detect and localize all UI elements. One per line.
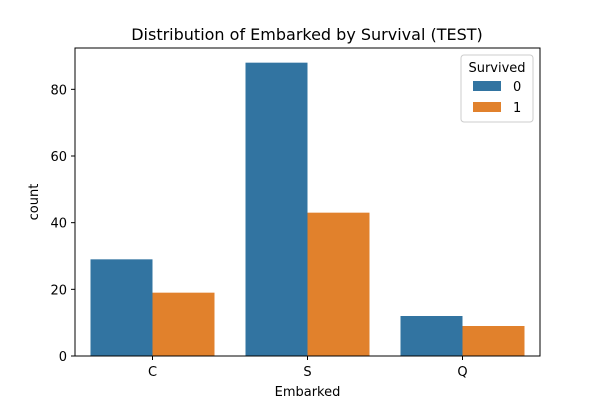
legend-swatch-1 bbox=[473, 102, 501, 112]
bar-S-survived-1 bbox=[307, 212, 370, 356]
x-axis-label: Embarked bbox=[275, 385, 341, 400]
bar-C-survived-1 bbox=[152, 292, 215, 356]
y-tick-label: 60 bbox=[50, 150, 67, 165]
bars-group bbox=[90, 62, 525, 357]
legend-label-0: 0 bbox=[513, 80, 521, 95]
bar-Q-survived-0 bbox=[400, 316, 463, 356]
legend: Survived 0 1 bbox=[460, 54, 534, 123]
y-ticks-group: 0 20 40 60 80 bbox=[50, 83, 75, 365]
y-tick-label: 20 bbox=[50, 283, 67, 298]
bar-C-survived-0 bbox=[90, 259, 153, 356]
bar-S-survived-0 bbox=[245, 62, 308, 357]
x-tick-label-Q: Q bbox=[457, 365, 467, 380]
chart-title: Distribution of Embarked by Survival (TE… bbox=[131, 25, 483, 44]
x-tick-label-S: S bbox=[303, 365, 311, 380]
bar-Q-survived-1 bbox=[462, 326, 525, 356]
y-tick-label: 80 bbox=[50, 83, 67, 98]
legend-swatch-0 bbox=[473, 81, 501, 91]
legend-title: Survived bbox=[468, 61, 525, 76]
x-tick-label-C: C bbox=[148, 365, 157, 380]
y-tick-label: 0 bbox=[59, 350, 67, 365]
legend-label-1: 1 bbox=[513, 101, 521, 116]
plot-frame bbox=[74, 47, 541, 357]
y-tick-label: 40 bbox=[50, 217, 67, 232]
y-axis-label: count bbox=[27, 184, 42, 221]
